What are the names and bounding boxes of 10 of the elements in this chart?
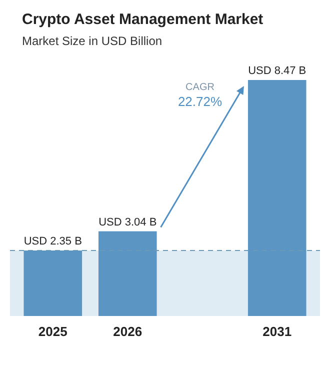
- annotation: 22.72%: [178, 94, 222, 109]
- data-label: USD 3.04 B: [98, 216, 157, 228]
- data-label: USD 8.47 B: [248, 65, 306, 77]
- x-tick-label: 2026: [113, 324, 142, 339]
- annotation: CAGR: [186, 82, 214, 93]
- chart-title: Crypto Asset Management Market: [22, 11, 264, 28]
- x-tick-label: 2025: [38, 324, 68, 339]
- x-tick-label: 2031: [262, 324, 292, 339]
- chart-subtitle: Market Size in USD Billion: [22, 34, 162, 48]
- data-label: USD 2.35 B: [24, 236, 82, 248]
